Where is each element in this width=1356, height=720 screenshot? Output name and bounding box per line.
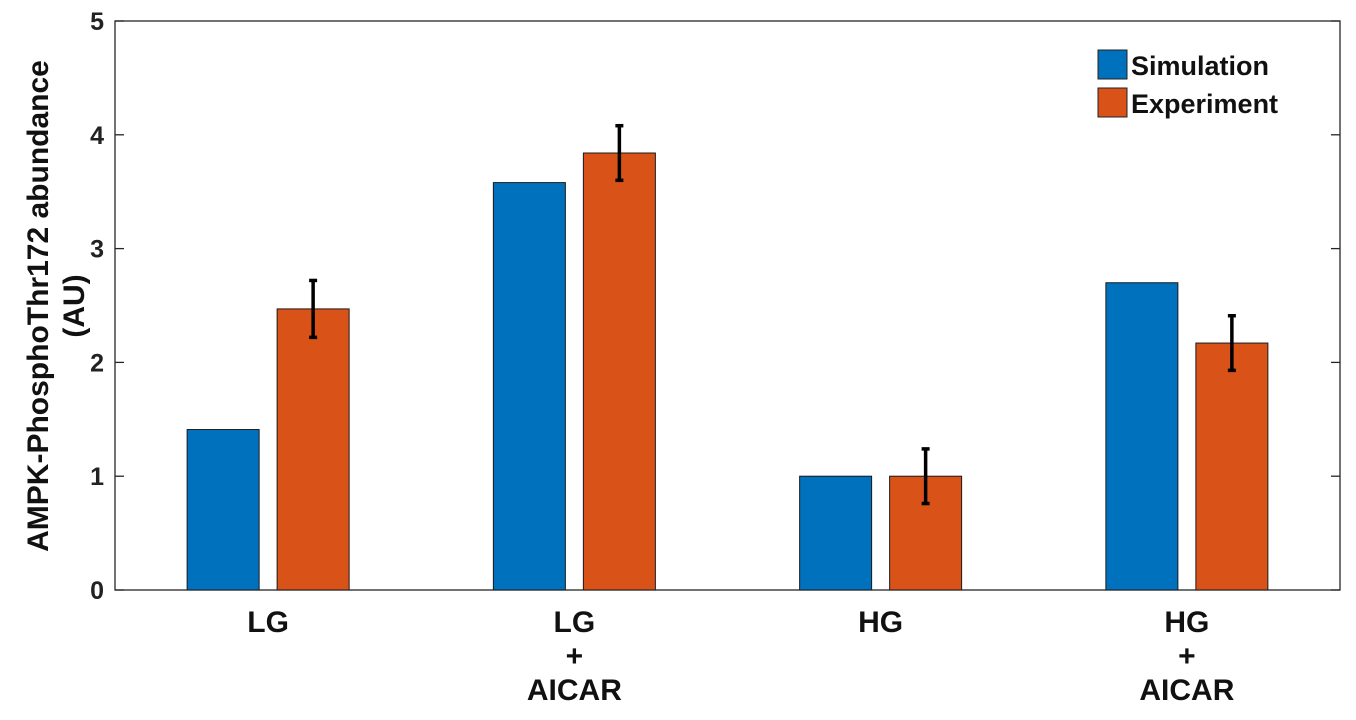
y-tick-label-3: 3 [90, 236, 104, 264]
bar-simulation-3 [1105, 282, 1179, 591]
category-label-1-line-0: LG [554, 606, 596, 639]
y-tick-label-4: 4 [90, 122, 104, 150]
category-label-3-line-0: HG [1164, 606, 1209, 639]
y-tick-label-0: 0 [90, 577, 104, 605]
bar-simulation-2 [799, 475, 873, 591]
legend-label-experiment: Experiment [1131, 89, 1278, 119]
bar-simulation-1 [492, 182, 566, 591]
y-axis-title-line-2: (AU) [58, 274, 91, 337]
category-label-0-line-0: LG [247, 606, 289, 639]
category-label-1-line-2: AICAR [527, 674, 622, 707]
legend-swatch-experiment [1097, 87, 1128, 118]
category-label-2-line-0: HG [858, 606, 903, 639]
bar-simulation-0 [186, 429, 260, 591]
y-tick-label-2: 2 [90, 349, 104, 377]
category-label-3-line-1: + [1178, 640, 1196, 673]
error-bars-group [309, 123, 1236, 506]
bar-experiment-0 [276, 308, 350, 591]
bar-experiment-3 [1195, 342, 1269, 591]
y-axis-ticks: 0 1 2 3 4 5 [90, 8, 1340, 605]
category-label-1-line-1: + [566, 640, 584, 673]
bar-experiment-1 [582, 152, 656, 591]
y-axis-title-line-1: AMPK-PhosphoThr172 abundance [22, 60, 55, 552]
category-label-3-line-2: AICAR [1139, 674, 1234, 707]
y-tick-label-1: 1 [90, 463, 104, 491]
legend-label-simulation: Simulation [1131, 51, 1269, 81]
legend: Simulation Experiment [1097, 49, 1278, 119]
y-tick-label-5: 5 [90, 8, 104, 36]
bars-group [186, 152, 1269, 591]
legend-swatch-simulation [1097, 49, 1128, 80]
